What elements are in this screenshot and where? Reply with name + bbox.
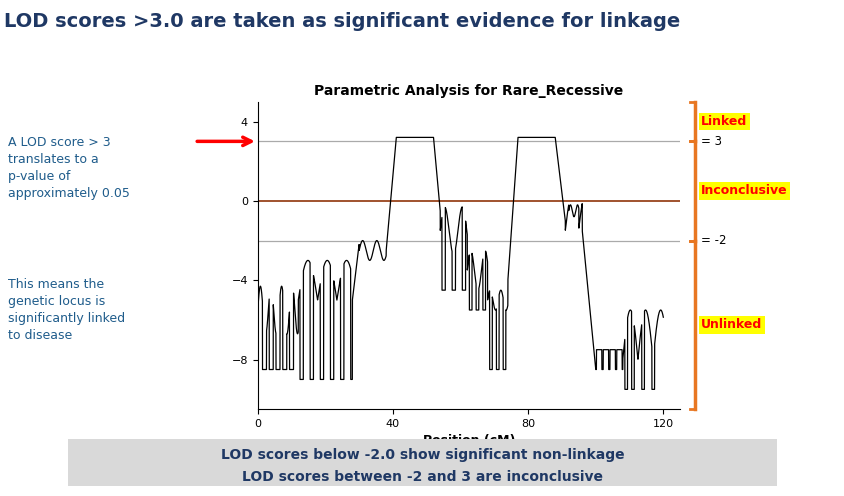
Text: Unlinked: Unlinked — [701, 318, 761, 331]
Text: Inconclusive: Inconclusive — [701, 185, 787, 197]
Text: = 3: = 3 — [701, 135, 722, 148]
Text: This means the
genetic locus is
significantly linked
to disease: This means the genetic locus is signific… — [8, 278, 126, 342]
Text: LOD scores between -2 and 3 are inconclusive: LOD scores between -2 and 3 are inconclu… — [241, 470, 603, 484]
Text: LOD scores below -2.0 show significant non-linkage: LOD scores below -2.0 show significant n… — [220, 448, 624, 462]
Title: Parametric Analysis for Rare_Recessive: Parametric Analysis for Rare_Recessive — [314, 84, 623, 98]
Text: LOD scores >3.0 are taken as significant evidence for linkage: LOD scores >3.0 are taken as significant… — [4, 12, 679, 31]
Text: A LOD score > 3
translates to a
p-value of
approximately 0.05: A LOD score > 3 translates to a p-value … — [8, 136, 130, 200]
X-axis label: Position (cM): Position (cM) — [422, 434, 515, 447]
Text: Linked: Linked — [701, 115, 747, 128]
Text: = -2: = -2 — [701, 234, 726, 247]
